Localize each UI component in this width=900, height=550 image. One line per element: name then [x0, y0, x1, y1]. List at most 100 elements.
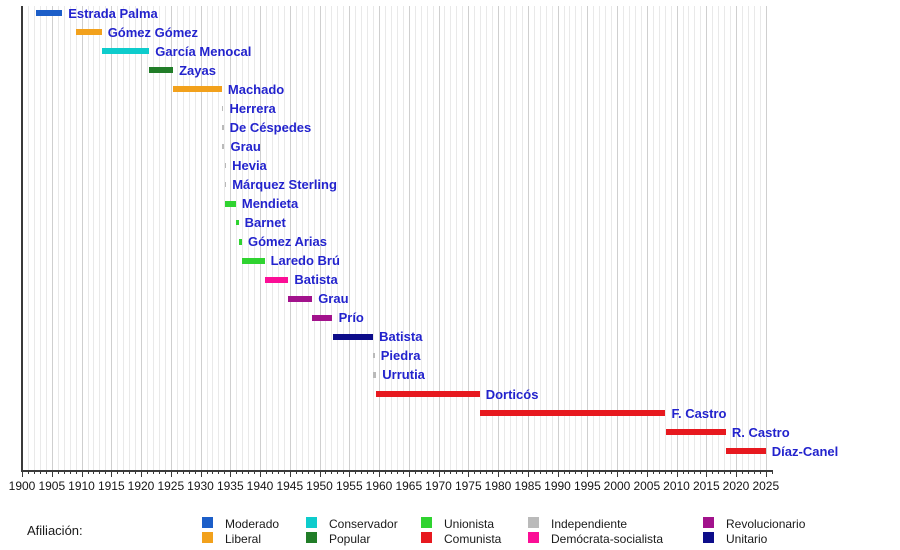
axis-tick — [260, 470, 261, 477]
president-bar[interactable] — [373, 371, 377, 378]
president-bar[interactable] — [479, 410, 666, 417]
axis-tick — [313, 470, 315, 474]
president-bar[interactable] — [75, 29, 102, 35]
president-label[interactable]: Hevia — [232, 157, 267, 173]
president-label[interactable]: Grau — [318, 291, 349, 307]
grid-line — [676, 6, 678, 470]
president-bar[interactable] — [264, 276, 289, 283]
grid-line — [146, 6, 148, 470]
president-label[interactable]: Piedra — [380, 348, 421, 364]
grid-line — [87, 6, 89, 470]
axis-tick — [206, 470, 208, 474]
axis-tick — [503, 470, 505, 474]
legend-item-label: Demócrata-socialista — [551, 532, 664, 546]
president-bar[interactable] — [235, 220, 239, 226]
president-bar[interactable] — [242, 257, 265, 264]
president-bar[interactable] — [332, 333, 374, 340]
axis-tick — [200, 470, 202, 477]
axis-tick — [456, 470, 458, 474]
grid-line — [551, 6, 553, 470]
president-label[interactable]: Gómez Arias — [248, 234, 327, 250]
axis-tick-label: 2025 — [752, 479, 780, 493]
axis-tick — [283, 470, 285, 474]
axis-tick — [634, 470, 636, 474]
president-label[interactable]: Machado — [227, 81, 285, 97]
grid-line — [700, 6, 702, 470]
president-bar[interactable] — [224, 182, 227, 187]
axis-tick — [492, 470, 494, 474]
president-bar[interactable] — [224, 162, 227, 168]
legend-swatch — [703, 517, 714, 528]
grid-line — [527, 6, 529, 470]
axis-tick — [236, 470, 238, 474]
president-label[interactable]: Grau — [230, 138, 261, 154]
grid-line — [158, 6, 160, 470]
axis-tick — [617, 470, 618, 477]
president-label[interactable]: Márquez Sterling — [232, 177, 337, 192]
axis-tick-label: 1990 — [544, 479, 571, 493]
grid-line — [236, 6, 238, 470]
president-bar[interactable] — [376, 391, 480, 397]
grid-line — [462, 6, 464, 470]
president-bar[interactable] — [173, 86, 222, 93]
president-bar[interactable] — [222, 124, 224, 130]
axis-tick-label: 1985 — [514, 479, 542, 493]
president-label[interactable]: García Menocal — [155, 43, 252, 59]
axis-tick — [509, 470, 511, 474]
president-bar[interactable] — [665, 429, 726, 436]
axis-tick — [670, 470, 672, 474]
grid-line — [69, 6, 71, 470]
president-label[interactable]: De Céspedes — [229, 119, 312, 135]
axis-tick — [170, 470, 172, 477]
president-label[interactable]: F. Castro — [671, 405, 727, 421]
president-bar[interactable] — [149, 67, 174, 74]
legend-swatch — [202, 517, 213, 528]
grid-line — [27, 6, 29, 470]
axis-tick — [75, 470, 77, 474]
axis-tick — [724, 470, 726, 474]
president-label[interactable]: Urrutia — [382, 367, 425, 383]
president-bar[interactable] — [101, 48, 150, 55]
grid-line — [170, 6, 172, 470]
president-label[interactable]: Prío — [338, 310, 364, 326]
grid-line — [474, 6, 476, 470]
axis-tick — [676, 470, 678, 477]
president-label[interactable]: Batista — [379, 329, 423, 345]
axis-tick-label: 1925 — [157, 479, 185, 493]
president-bar[interactable] — [725, 448, 766, 455]
president-bar[interactable] — [221, 105, 224, 111]
president-label[interactable]: Barnet — [244, 215, 286, 231]
grid-line — [486, 6, 488, 470]
president-bar[interactable] — [36, 10, 63, 16]
president-label[interactable]: Díaz-Canel — [771, 443, 839, 459]
president-bar[interactable] — [373, 353, 375, 359]
grid-line — [105, 6, 107, 470]
president-label[interactable]: Laredo Brú — [270, 253, 340, 269]
axis-tick — [420, 470, 422, 474]
president-bar[interactable] — [312, 314, 333, 321]
president-label[interactable]: Estrada Palma — [68, 5, 158, 21]
president-label[interactable]: Mendieta — [241, 196, 299, 211]
axis-tick — [498, 470, 499, 477]
grid-line — [188, 6, 190, 470]
axis-tick — [349, 470, 351, 477]
grid-line — [39, 6, 41, 470]
president-label[interactable]: Zayas — [179, 62, 216, 78]
president-bar[interactable] — [222, 143, 225, 149]
axis-tick — [27, 470, 29, 474]
grid-line — [682, 6, 684, 470]
axis-tick — [718, 470, 720, 474]
grid-line — [634, 6, 636, 470]
president-label[interactable]: Herrera — [229, 100, 276, 116]
president-bar[interactable] — [238, 238, 243, 245]
grid-line — [230, 6, 232, 470]
president-label[interactable]: Batista — [294, 272, 338, 288]
president-label[interactable]: Dorticós — [485, 386, 539, 402]
president-label[interactable]: Gómez Gómez — [107, 24, 198, 40]
president-label[interactable]: R. Castro — [731, 424, 790, 440]
axis-tick-label: 1920 — [127, 479, 155, 493]
axis-tick — [105, 470, 107, 474]
president-bar[interactable] — [224, 200, 236, 207]
president-bar[interactable] — [288, 295, 313, 302]
